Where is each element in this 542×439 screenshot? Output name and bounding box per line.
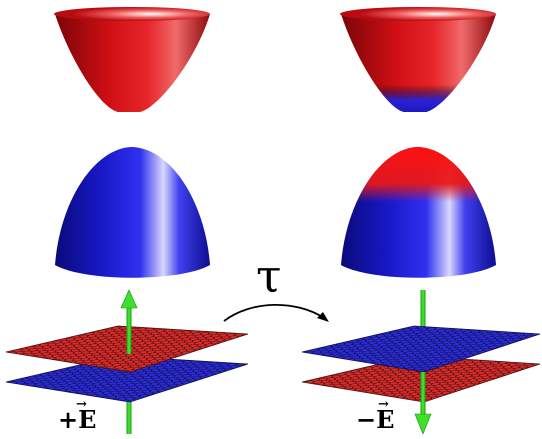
- operator-symbol: τ: [256, 249, 281, 303]
- left-field-label: +E: [58, 405, 96, 434]
- right-field-arrow: [414, 372, 432, 435]
- left-panel: +E →: [5, 7, 249, 434]
- right-field-label: −E: [356, 405, 394, 434]
- right-panel: −E →: [301, 7, 541, 435]
- right-vector-arrow-mark: →: [378, 397, 389, 412]
- left-valence-band: [55, 147, 210, 278]
- right-conduction-band: [340, 7, 496, 112]
- left-vector-arrow-mark: →: [76, 397, 87, 412]
- right-field-arrow-shaft-upper: [420, 290, 426, 356]
- left-field-arrow: [120, 289, 138, 354]
- left-bottom-layer: [5, 355, 249, 403]
- right-top-layer: [301, 325, 541, 373]
- operator: τ: [223, 249, 329, 322]
- left-conduction-band: [54, 7, 210, 112]
- operator-arrow: [223, 303, 325, 322]
- right-valence-band: [341, 147, 496, 278]
